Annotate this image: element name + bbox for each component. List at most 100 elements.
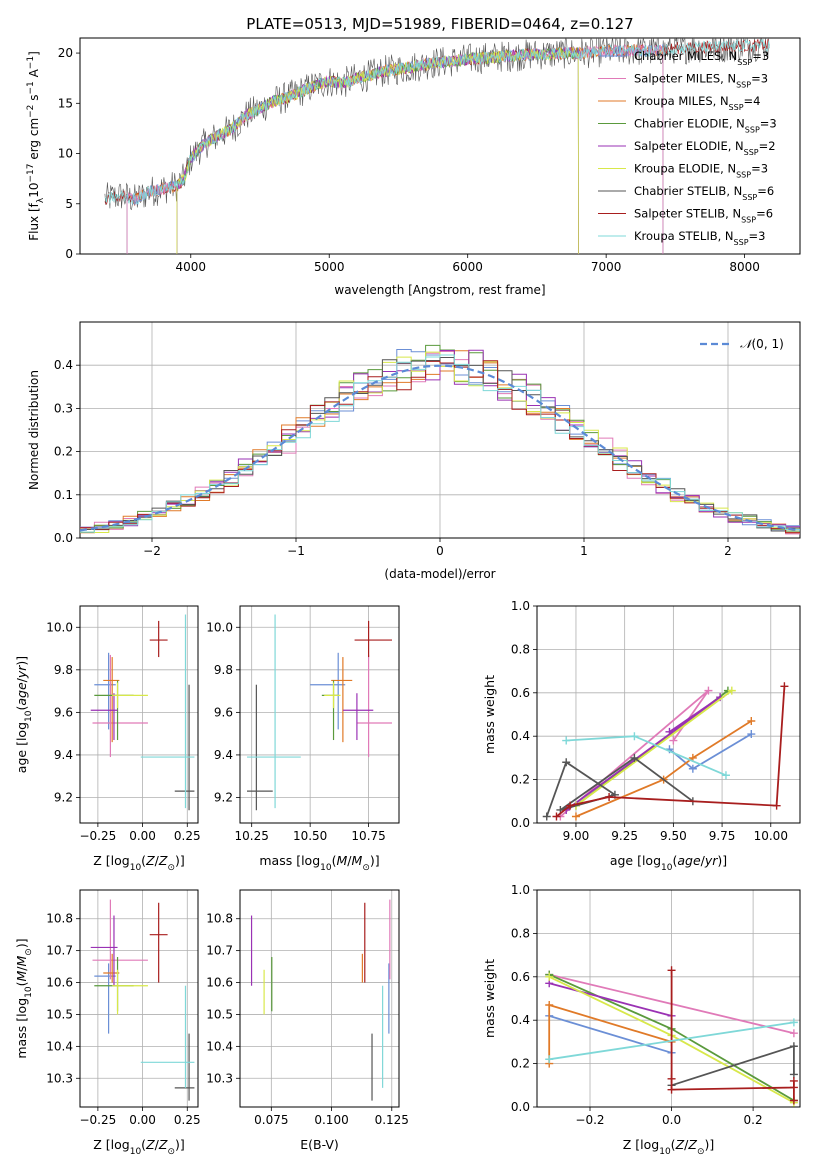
x-tick-label: 9.25 xyxy=(611,829,638,843)
legend-label-salpeter-elodie: Salpeter ELODIE, NSSP=2 xyxy=(634,139,776,157)
x-tick-label: −0.2 xyxy=(575,1113,604,1127)
data-point xyxy=(545,1001,554,1010)
series-line xyxy=(668,733,752,770)
y-axis-label: mass weight xyxy=(482,675,497,754)
data-point xyxy=(571,812,580,821)
errorbar-kroupa-stelib xyxy=(140,614,195,809)
series-kroupa-elodie xyxy=(571,686,736,810)
y-tick-label: 20 xyxy=(58,46,73,60)
legend-label-kroupa-elodie: Kroupa ELODIE, NSSP=3 xyxy=(634,162,768,180)
mass-vs-extinction-panel: 0.075 0.100 0.125 10.3 10.4 10.5 10.6 10.7 10.8 E… xyxy=(206,889,409,1152)
legend-label-chabrier-miles: Chabrier MILES, NSSP=3 xyxy=(634,49,769,67)
y-tick-label: 0.0 xyxy=(511,816,530,830)
series-kroupa-miles xyxy=(571,717,756,821)
legend-label-normal: 𝒩(0, 1) xyxy=(740,337,784,351)
y-tick-label: 10.5 xyxy=(206,1007,233,1021)
normal-curve xyxy=(80,364,800,532)
data-point xyxy=(789,1029,798,1038)
data-point xyxy=(605,792,614,801)
x-tick-label: −1 xyxy=(287,544,305,558)
errorbar-salpeter-miles xyxy=(92,654,148,758)
histogram-chabrier-stelib xyxy=(80,357,800,532)
errorbar-salpeter-elodie xyxy=(90,915,118,986)
series-salpeter-stelib xyxy=(667,966,798,1105)
errorbar-kroupa-elodie xyxy=(112,969,148,1015)
data-point xyxy=(789,1096,798,1105)
errorbar-kroupa-miles xyxy=(103,657,120,743)
y-tick-label: 10.7 xyxy=(46,944,73,958)
series-line xyxy=(549,1021,795,1061)
x-axis-label: Z [log10(Z/Z⊙)] xyxy=(93,853,185,873)
plot-area xyxy=(247,614,392,811)
y-tick-label: 10.6 xyxy=(46,976,73,990)
x-tick-label: 8000 xyxy=(729,260,760,274)
y-tick-label: 10.6 xyxy=(206,976,233,990)
x-tick-label: 0 xyxy=(436,544,444,558)
data-point xyxy=(667,1085,676,1094)
errorbar-salpeter-elodie xyxy=(342,693,374,741)
massweight-vs-metallicity-panel: −0.2 0.0 0.2 0.0 0.2 0.4 0.6 0.8 1.0 Z [log10(Z/Z… xyxy=(482,883,801,1157)
x-tick-label: 0.00 xyxy=(129,1113,156,1127)
x-tick-label: 9.00 xyxy=(563,829,590,843)
errorbar-kroupa-stelib xyxy=(140,985,195,1088)
x-tick-label: 10.25 xyxy=(235,829,269,843)
x-axis-label: Z [log10(Z/Z⊙)] xyxy=(623,1137,715,1157)
spectrum-panel: 4000 5000 6000 7000 8000 0 5 10 15 20 wavelength [… xyxy=(26,37,801,297)
data-point xyxy=(630,732,639,741)
y-tick-label: 9.4 xyxy=(54,748,73,762)
series-line xyxy=(671,1044,795,1087)
spectrum-line-chabrier-elodie xyxy=(176,46,579,254)
data-point xyxy=(562,758,571,767)
y-tick-label: 9.8 xyxy=(214,663,233,677)
y-tick-label: 0.0 xyxy=(511,1100,530,1114)
plot-area xyxy=(90,899,195,1101)
y-axis-label: Flux [fλ10−17 erg cm−2 s−1 A−1] xyxy=(26,51,46,241)
y-tick-label: 10.3 xyxy=(206,1071,233,1085)
legend-label-chabrier-stelib: Chabrier STELIB, NSSP=6 xyxy=(634,184,774,202)
errorbar-chabrier-miles xyxy=(310,652,346,730)
data-point xyxy=(566,801,575,810)
y-tick-label: 10.7 xyxy=(206,944,233,958)
series-kroupa-stelib xyxy=(562,732,730,780)
legend-label-salpeter-miles: Salpeter MILES, NSSP=3 xyxy=(634,72,768,90)
plot-area xyxy=(250,899,391,1101)
legend-label-salpeter-stelib: Salpeter STELIB, NSSP=6 xyxy=(634,207,773,225)
x-tick-label: 0.075 xyxy=(254,1113,288,1127)
legend-label-kroupa-miles: Kroupa MILES, NSSP=4 xyxy=(634,94,760,112)
x-tick-label: 0.25 xyxy=(174,1113,201,1127)
y-tick-label: 10.0 xyxy=(206,620,233,634)
y-tick-label: 10.0 xyxy=(46,620,73,634)
errorbar-kroupa-miles xyxy=(103,953,120,983)
data-point xyxy=(669,736,678,745)
data-point xyxy=(545,1055,554,1064)
y-tick-label: 0.8 xyxy=(511,926,530,940)
x-tick-label: 5000 xyxy=(314,260,345,274)
data-point xyxy=(562,736,571,745)
x-axis-label: age [log10(age/yr)] xyxy=(610,853,727,873)
data-point xyxy=(545,972,554,981)
axes-frame xyxy=(536,605,801,824)
massweight-vs-age-panel: 9.00 9.25 9.50 9.75 10.00 0.0 0.2 0.4 0.6 0.8 1.0 a… xyxy=(482,599,801,873)
age-vs-mass-panel: 10.25 10.50 10.75 9.2 9.4 9.6 9.8 10.0 mass [log… xyxy=(206,605,400,873)
data-point xyxy=(704,686,713,695)
figure-title: PLATE=0513, MJD=51989, FIBERID=0464, z=0… xyxy=(246,15,633,33)
data-point xyxy=(780,682,789,691)
series-kroupa-stelib xyxy=(545,1018,798,1064)
errorbar-chabrier-stelib xyxy=(247,684,273,811)
legend-label-chabrier-elodie: Chabrier ELODIE, NSSP=3 xyxy=(634,117,777,135)
series-chabrier-stelib xyxy=(667,1042,798,1090)
histogram-kroupa-stelib xyxy=(80,354,800,533)
y-tick-label: 9.6 xyxy=(214,705,233,719)
axes-frame xyxy=(79,889,199,1108)
data-point xyxy=(789,1018,798,1027)
histogram-salpeter-stelib xyxy=(80,360,800,534)
errorbar-kroupa-miles xyxy=(331,657,353,743)
x-tick-label: 6000 xyxy=(452,260,483,274)
axes-frame xyxy=(79,37,801,255)
x-tick-label: 9.75 xyxy=(709,829,736,843)
x-tick-label: 0.0 xyxy=(662,1113,681,1127)
x-tick-label: 2 xyxy=(724,544,732,558)
errorbar-chabrier-stelib xyxy=(174,1033,195,1101)
y-tick-label: 1.0 xyxy=(511,599,530,613)
x-tick-label: −2 xyxy=(143,544,161,558)
